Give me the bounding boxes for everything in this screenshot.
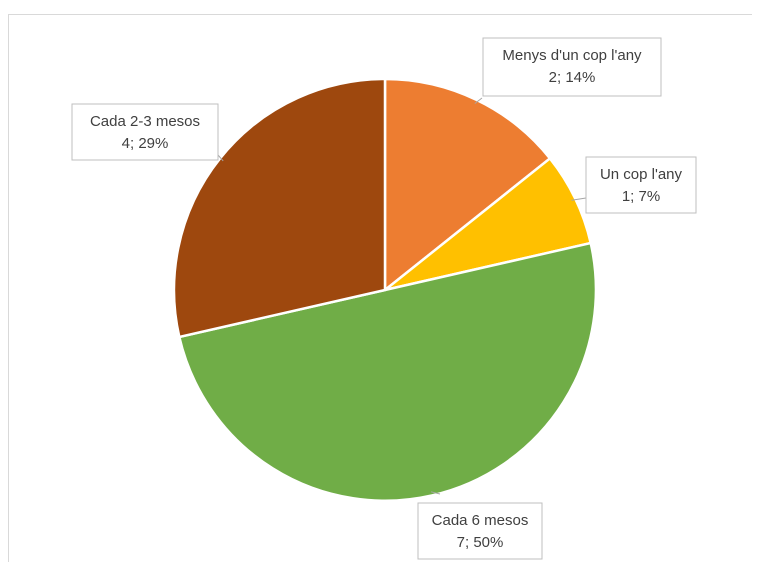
data-label-box-0 (482, 37, 662, 97)
data-label-category-0: Menys d'un cop l'any (502, 47, 642, 64)
data-label-category-3: Cada 2-3 mesos (90, 113, 200, 130)
data-label-value-3: 4; 29% (122, 135, 169, 152)
data-label-value-2: 7; 50% (457, 534, 504, 551)
data-label-category-1: Un cop l'any (600, 166, 683, 183)
pie-slice-3 (172, 77, 387, 339)
pie-slice-2 (177, 241, 598, 502)
leader-line-2 (430, 491, 441, 495)
leaders-layer (217, 97, 587, 495)
leader-line-1 (571, 197, 587, 201)
leader-line-3 (217, 154, 224, 162)
data-label-category-2: Cada 6 mesos (432, 512, 529, 529)
data-label-value-1: 1; 7% (622, 188, 660, 205)
data-label-box-1 (585, 156, 697, 214)
data-label-box-3 (71, 103, 219, 161)
slices-layer (172, 77, 598, 502)
labels-layer: Menys d'un cop l'any 2; 14% Un cop l'any 1;… (71, 37, 697, 560)
data-label-box-2 (417, 502, 543, 560)
chart-border (8, 14, 752, 562)
data-label-value-0: 2; 14% (549, 69, 596, 86)
leader-line-0 (474, 97, 483, 104)
pie-slice-0 (383, 77, 552, 293)
